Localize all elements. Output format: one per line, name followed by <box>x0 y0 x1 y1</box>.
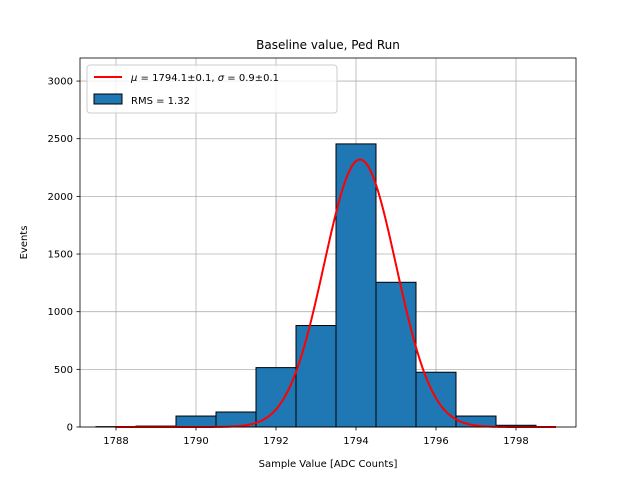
x-tick-label: 1794 <box>343 436 368 447</box>
y-tick-label: 500 <box>54 365 73 376</box>
legend-mu-value: = 1794.1±0.1, <box>137 73 217 84</box>
y-tick-label: 1500 <box>48 250 73 261</box>
y-tick-label: 1000 <box>48 307 73 318</box>
histogram-bar <box>176 416 216 427</box>
y-tick-label: 2500 <box>48 134 73 145</box>
histogram-bar <box>376 282 416 427</box>
legend-mu-symbol: μ <box>130 73 137 84</box>
y-tick-label: 0 <box>67 423 73 434</box>
legend-sigma-value: = 0.9±0.1 <box>224 73 279 84</box>
x-tick-label: 1796 <box>423 436 448 447</box>
legend-hist-label: RMS = 1.32 <box>131 96 190 107</box>
x-tick-label: 1792 <box>263 436 288 447</box>
legend: μ = 1794.1±0.1, σ = 0.9±0.1 RMS = 1.32 <box>87 65 337 113</box>
x-tick-label: 1798 <box>503 436 528 447</box>
histogram-bar <box>296 326 336 427</box>
chart-title: Baseline value, Ped Run <box>256 38 400 52</box>
histogram-bar <box>256 368 296 427</box>
y-tick-label: 2000 <box>48 192 73 203</box>
x-tick-label: 1788 <box>103 436 128 447</box>
y-axis-label: Events <box>19 226 30 260</box>
x-tick-label: 1790 <box>183 436 208 447</box>
x-axis-label: Sample Value [ADC Counts] <box>259 459 398 470</box>
y-tick-label: 3000 <box>48 77 73 88</box>
legend-hist-swatch <box>94 94 122 104</box>
legend-fit-label: μ = 1794.1±0.1, σ = 0.9±0.1 <box>130 73 279 84</box>
histogram-bar <box>336 144 376 427</box>
